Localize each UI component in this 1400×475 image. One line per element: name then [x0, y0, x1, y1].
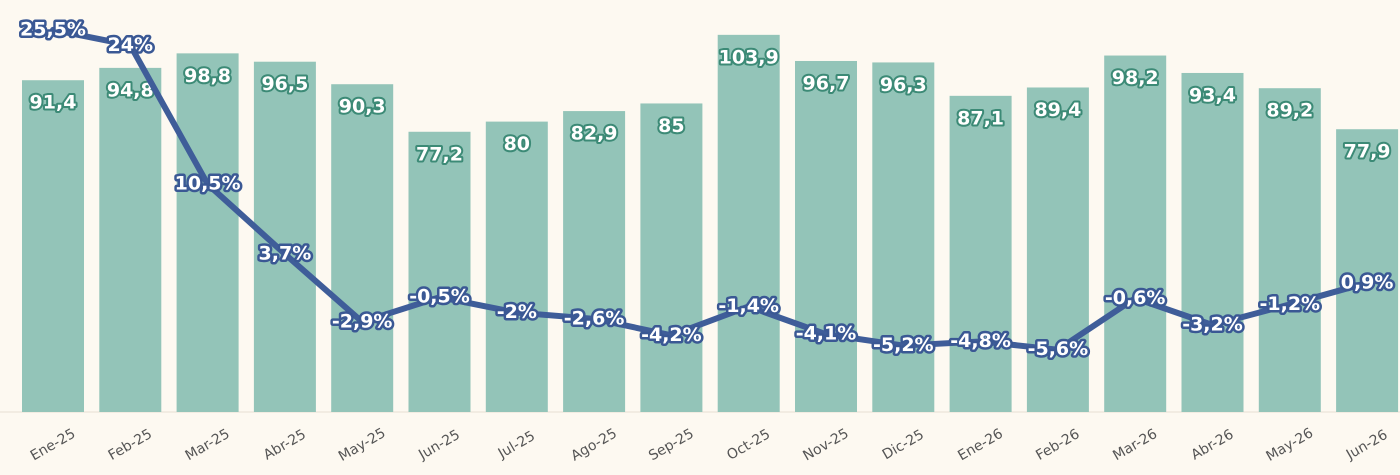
x-tick-label: Ago-25 [568, 426, 619, 465]
bar-value-label: 93,4 [1189, 84, 1236, 106]
x-tick-label: Mar-26 [1110, 426, 1160, 464]
line-value-label: -5,2% [873, 334, 934, 356]
line-value-label: -4,1% [796, 323, 857, 345]
x-tick-label: Dic-25 [880, 427, 927, 463]
line-value-label: -4,2% [641, 324, 702, 346]
bar-value-label: 89,2 [1266, 100, 1313, 122]
bar-series [22, 34, 1399, 413]
bar-value-label: 96,5 [261, 73, 308, 95]
bar-value-label: 80 [504, 133, 530, 155]
bar [408, 131, 471, 412]
bar [331, 84, 394, 413]
x-tick-label: Oct-25 [724, 426, 773, 463]
bar-value-label: 87,1 [957, 107, 1004, 129]
x-tick-label: May-26 [1263, 425, 1316, 465]
bar [949, 95, 1012, 412]
bar-value-label: 77,2 [416, 143, 463, 165]
bar [563, 111, 626, 412]
line-value-label: 24% [108, 34, 153, 56]
line-value-label: -2% [497, 301, 537, 323]
line-value-label: -0,6% [1105, 287, 1166, 309]
x-tick-label: Jun-25 [415, 427, 463, 464]
bar [22, 80, 84, 413]
bar-value-label: 89,4 [1034, 99, 1081, 121]
x-tick-label: Abr-25 [261, 427, 309, 464]
bar [1026, 87, 1089, 413]
x-tick-label: Jul-25 [495, 428, 538, 462]
bar [1181, 72, 1244, 413]
x-tick-label: Feb-25 [106, 426, 155, 464]
line-value-label: 3,7% [259, 243, 312, 265]
bar-value-label: 103,9 [719, 46, 779, 68]
x-tick-label: Abr-26 [1188, 426, 1236, 463]
bar-value-label: 90,3 [339, 96, 386, 118]
bar-value-label: 98,2 [1112, 67, 1159, 89]
line-value-label: -5,6% [1028, 338, 1089, 360]
line-value-label: 25,5% [20, 18, 86, 40]
bar [485, 121, 548, 413]
x-tick-label: May-25 [336, 425, 389, 465]
line [50, 26, 1371, 353]
bar-value-label: 91,4 [30, 92, 77, 114]
bar-value-label: 82,9 [571, 123, 618, 145]
bar [795, 60, 857, 412]
bar [717, 34, 780, 413]
x-tick-label: Ene-26 [955, 426, 1006, 465]
line-value-label: 10,5% [175, 173, 241, 195]
line-value-label: -1,2% [1260, 293, 1321, 315]
bar-value-label: 98,8 [184, 65, 231, 87]
bar [1336, 129, 1399, 412]
line-value-label: -1,4% [718, 295, 779, 317]
x-tick-label: Mar-25 [183, 426, 233, 464]
line-value-label: -0,5% [409, 286, 470, 308]
bar [1258, 88, 1321, 412]
line-value-label: -2,6% [564, 307, 625, 329]
line-value-label: -2,9% [332, 310, 393, 332]
line-value-label: -3,2% [1182, 313, 1243, 335]
line-value-label: -4,8% [950, 330, 1011, 352]
x-tick-label: Feb-26 [1033, 426, 1082, 464]
line-value-label: 0,9% [1341, 271, 1394, 293]
bar [1104, 55, 1167, 412]
bar-value-label: 96,7 [803, 72, 850, 94]
x-tick-label: Nov-25 [800, 426, 851, 465]
bar-value-label: 94,8 [107, 79, 154, 101]
bar [872, 62, 935, 412]
x-tick-label: Jun-26 [1343, 427, 1391, 464]
x-tick-label: Ene-25 [28, 426, 79, 464]
bar [99, 67, 162, 412]
bar [640, 103, 703, 413]
bar-value-label: 96,3 [880, 74, 927, 96]
bar-value-label: 77,9 [1344, 141, 1391, 163]
bar-value-label: 85 [658, 115, 684, 137]
bar [176, 53, 239, 412]
x-tick-label: Sep-25 [646, 426, 697, 464]
